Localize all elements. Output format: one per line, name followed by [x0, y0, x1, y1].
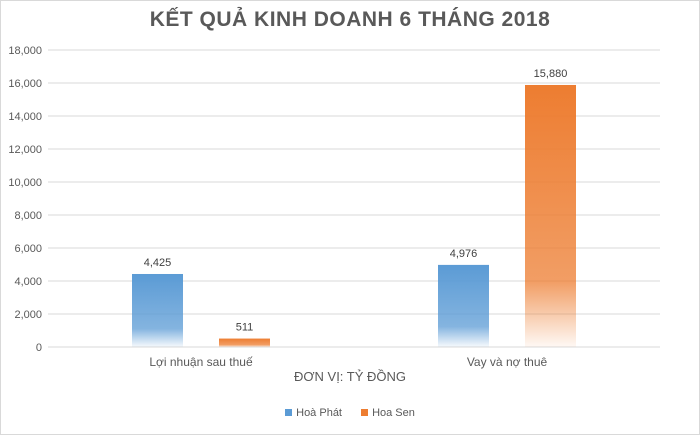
y-tick-label: 2,000	[14, 309, 42, 321]
bar-hoa-phat-1	[438, 264, 489, 347]
category-label: Lợi nhuận sau thuế	[149, 355, 253, 369]
bar-hoa-sen-0	[219, 338, 270, 347]
bar-hoa-phat-0	[132, 273, 183, 347]
data-label: 15,880	[534, 68, 568, 80]
legend-item-hoa-sen: Hoa Sen	[361, 407, 415, 419]
y-tick-label: 6,000	[14, 243, 42, 255]
legend-label-hoa-phat: Hoà Phát	[296, 407, 342, 419]
bar-hoa-sen-1	[525, 84, 576, 347]
x-axis-title: ĐƠN VỊ: TỶ ĐỒNG	[293, 369, 407, 384]
y-tick-label: 14,000	[8, 111, 42, 123]
y-tick-label: 18,000	[8, 45, 42, 57]
legend-item-hoa-phat: Hoà Phát	[285, 407, 342, 419]
y-tick-label: 12,000	[8, 144, 42, 156]
data-label: 4,976	[450, 248, 478, 260]
data-label: 4,425	[144, 257, 172, 269]
legend-swatch-hoa-sen	[361, 408, 369, 416]
y-tick-label: 0	[36, 342, 42, 354]
y-tick-label: 4,000	[14, 276, 42, 288]
chart-legend: Hoà Phát Hoa Sen	[0, 407, 700, 419]
y-tick-label: 10,000	[8, 177, 42, 189]
category-label: Vay và nợ thuê	[467, 355, 548, 369]
chart-plot: 0 2,000 4,000 6,000 8,000 10,000 12,000 14,000 1…	[8, 45, 660, 369]
legend-swatch-hoa-phat	[285, 408, 293, 416]
legend-label-hoa-sen: Hoa Sen	[372, 407, 415, 419]
y-tick-label: 8,000	[14, 210, 42, 222]
chart-title: KẾT QUẢ KINH DOANH 6 THÁNG 2018	[149, 8, 551, 31]
data-label: 511	[236, 322, 254, 334]
y-tick-label: 16,000	[8, 78, 42, 90]
